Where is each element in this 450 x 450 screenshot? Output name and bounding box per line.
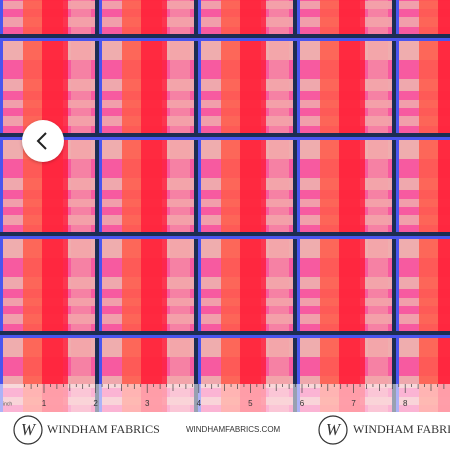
ruler-ticks (24, 384, 445, 393)
logo: W (21, 420, 37, 439)
logo: W (326, 420, 342, 439)
ruler-number: 7 (351, 399, 356, 408)
ruler (0, 384, 450, 412)
ruler-number: 8 (403, 399, 408, 408)
brand-block: W WINDHAM FABRICS (318, 415, 450, 445)
ruler-unit: inch (3, 401, 12, 407)
previous-image-button[interactable] (22, 120, 64, 162)
brand-block: W WINDHAM FABRICS (13, 415, 160, 445)
chevron-left-icon (36, 132, 47, 150)
brand-strip (0, 412, 450, 450)
ruler-number: 2 (93, 399, 98, 408)
ruler-number: 3 (145, 399, 150, 408)
ruler-number: 6 (300, 399, 305, 408)
brand-name: WINDHAM FABRICS (47, 422, 160, 436)
brand-name: WINDHAM FABRICS (353, 422, 450, 436)
brand-url: WINDHAMFABRICS.COM (186, 425, 281, 434)
ruler-number: 1 (42, 399, 47, 408)
ruler-number: 5 (248, 399, 253, 408)
ruler-number: 4 (197, 399, 202, 408)
